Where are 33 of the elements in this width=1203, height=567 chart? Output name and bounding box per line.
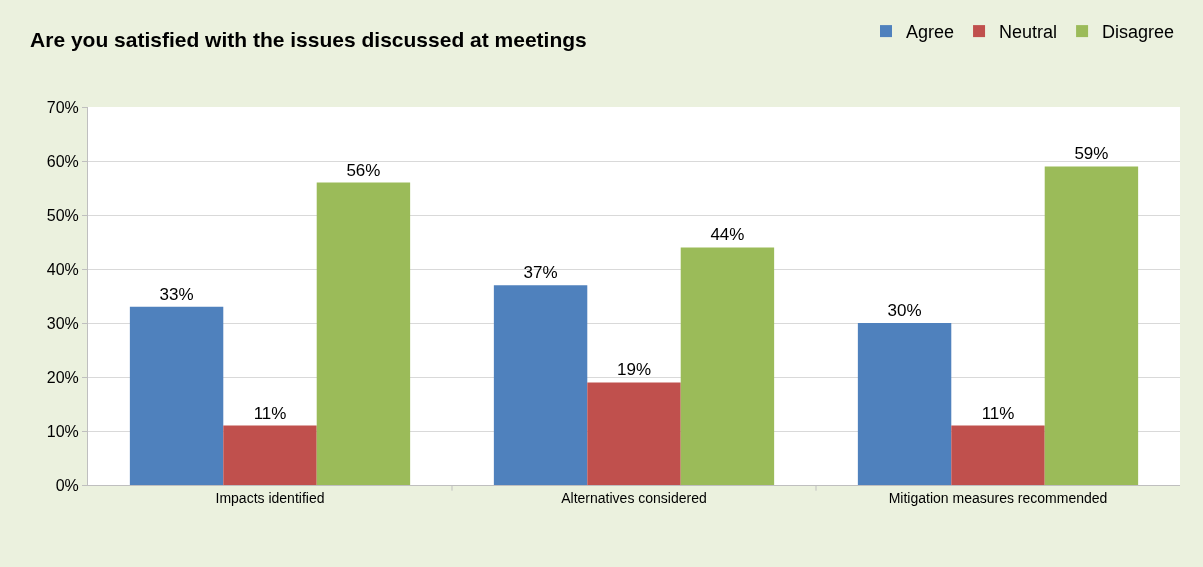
data-label: 56%	[346, 160, 381, 180]
legend-label: Neutral	[999, 22, 1058, 43]
data-label: 44%	[710, 225, 745, 245]
y-tick-label: 0%	[55, 476, 79, 494]
bar	[680, 247, 775, 485]
chart-title: Are you satisfied with the issues discussed at meetings	[30, 28, 587, 52]
legend-label: Disagree	[1102, 22, 1175, 43]
bar	[493, 285, 588, 485]
bar	[1044, 166, 1139, 485]
data-label: 30%	[887, 301, 922, 320]
data-label: 37%	[523, 263, 558, 283]
y-tick-label: 40%	[46, 260, 79, 278]
bar	[587, 382, 681, 485]
data-label: 59%	[1074, 144, 1109, 164]
bar	[316, 182, 411, 485]
x-tick-label: Impacts identified	[215, 489, 325, 506]
data-label: 11%	[253, 403, 287, 423]
y-tick-label: 70%	[46, 98, 79, 116]
y-tick-label: 20%	[46, 368, 79, 386]
bar	[951, 425, 1045, 485]
bar	[223, 425, 317, 485]
legend-label: Agree	[906, 22, 955, 43]
bar	[129, 306, 224, 485]
x-tick-label: Alternatives considered	[561, 489, 707, 506]
bar	[857, 323, 952, 485]
y-tick-label: 50%	[46, 206, 79, 224]
y-tick-label: 10%	[46, 422, 79, 440]
x-tick-label: Mitigation measures recommended	[888, 489, 1108, 506]
y-tick-label: 60%	[46, 152, 79, 170]
data-label: 33%	[159, 284, 194, 304]
y-tick-label: 30%	[46, 314, 79, 332]
data-label: 19%	[616, 360, 652, 380]
data-label: 11%	[981, 403, 1015, 423]
